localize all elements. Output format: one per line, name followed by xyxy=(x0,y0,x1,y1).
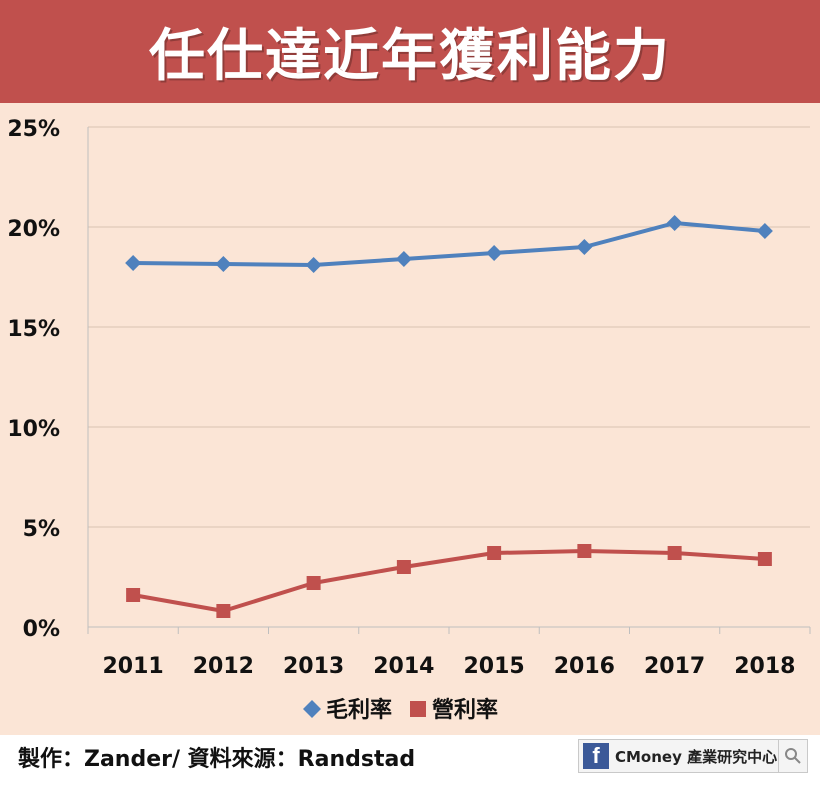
data-point xyxy=(486,245,503,261)
axes xyxy=(87,127,811,634)
data-point xyxy=(126,588,141,602)
data-point xyxy=(576,239,593,255)
data-point xyxy=(215,256,232,272)
data-point xyxy=(666,215,683,231)
y-tick-label: 5% xyxy=(23,517,60,542)
legend-label: 營利率 xyxy=(432,697,498,723)
series-operating-margin xyxy=(126,544,772,618)
footer: 製作：Zander/ 資料來源：Randstad f CMoney 產業研究中心 xyxy=(0,735,820,785)
x-tick-label: 2015 xyxy=(464,654,525,679)
x-axis-tick-labels: 2011 2012 2013 2014 2015 2016 2017 2018 xyxy=(103,654,796,679)
x-tick-label: 2013 xyxy=(283,654,344,679)
series-line xyxy=(133,221,766,267)
y-tick-label: 15% xyxy=(7,317,60,342)
data-point xyxy=(306,576,321,590)
legend-marker xyxy=(303,700,321,718)
y-axis-tick-labels: 0% 5% 10% 15% 20% 25% xyxy=(7,117,60,642)
x-tick-label: 2014 xyxy=(373,654,434,679)
x-tick-label: 2016 xyxy=(554,654,615,679)
series-line xyxy=(132,549,766,613)
data-point xyxy=(395,251,412,267)
legend-item-gross-margin: 毛利率 xyxy=(303,697,392,723)
data-point xyxy=(757,552,772,566)
brand-badge[interactable]: f CMoney 產業研究中心 xyxy=(578,739,808,773)
y-tick-label: 20% xyxy=(7,217,60,242)
legend: 毛利率 營利率 xyxy=(303,697,498,723)
search-icon xyxy=(785,748,801,764)
data-point xyxy=(396,560,411,574)
x-tick-label: 2011 xyxy=(103,654,164,679)
x-tick-label: 2017 xyxy=(644,654,705,679)
data-point xyxy=(487,546,502,560)
legend-marker xyxy=(410,701,426,717)
chart-title: 任仕達近年獲利能力 xyxy=(149,24,671,89)
source-credit: 製作：Zander/ 資料來源：Randstad xyxy=(18,747,416,772)
x-tick-label: 2012 xyxy=(193,654,254,679)
brand-name: CMoney 產業研究中心 xyxy=(615,747,778,766)
y-tick-label: 10% xyxy=(7,417,60,442)
facebook-icon[interactable]: f xyxy=(583,743,609,769)
data-point xyxy=(667,546,682,560)
grid-lines xyxy=(88,126,810,528)
data-point xyxy=(577,544,592,558)
chart-area: 0% 5% 10% 15% 20% 25% 2011 2012 2013 2014 2015 201… xyxy=(0,103,820,735)
data-point xyxy=(216,604,231,618)
series xyxy=(125,215,773,618)
series-gross-margin xyxy=(125,215,773,273)
y-tick-label: 25% xyxy=(7,117,60,142)
legend-item-operating-margin: 營利率 xyxy=(410,697,498,723)
line-chart: 0%5%10%15%20%25% 2011 2012 2013 2014 2015 201… xyxy=(7,117,811,723)
data-point xyxy=(756,223,773,239)
data-point xyxy=(125,255,142,271)
title-banner: 任仕達近年獲利能力 xyxy=(0,0,820,103)
y-tick-label: 0% xyxy=(23,617,60,642)
x-tick-label: 2018 xyxy=(734,654,795,679)
data-point xyxy=(305,257,322,273)
legend-label: 毛利率 xyxy=(326,697,392,723)
search-button[interactable] xyxy=(778,740,807,772)
